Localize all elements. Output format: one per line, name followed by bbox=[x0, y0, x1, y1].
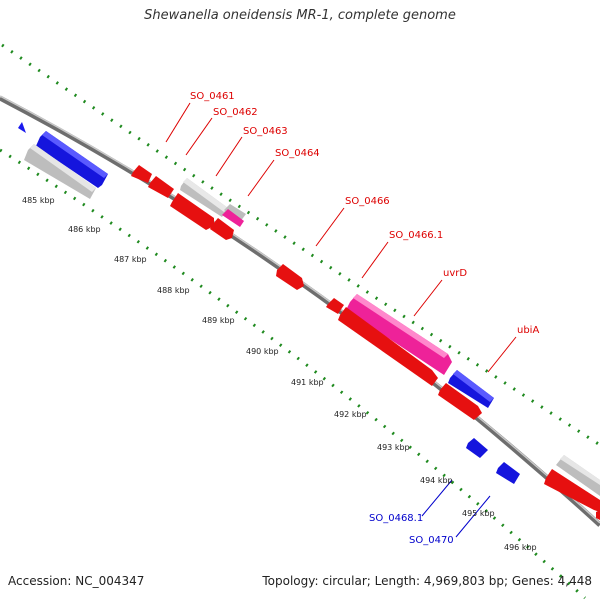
kbp-tick-label: 488 kbp bbox=[157, 286, 190, 295]
kbp-tick-label: 485 kbp bbox=[22, 196, 55, 205]
label-leaders-bottom bbox=[421, 479, 491, 538]
gene-feature-blue[interactable] bbox=[18, 122, 26, 133]
gene-label[interactable]: SO_0466.1 bbox=[389, 230, 444, 241]
kbp-tick-label: 494 kbp bbox=[420, 476, 453, 485]
gene-label[interactable]: SO_0468.1 bbox=[369, 513, 424, 524]
gene-feature-red[interactable] bbox=[210, 218, 234, 240]
kbp-tick-label: 487 kbp bbox=[114, 255, 147, 264]
gene-label[interactable]: SO_0466 bbox=[345, 196, 390, 207]
kbp-tick-label: 491 kbp bbox=[291, 378, 324, 387]
gene-label[interactable]: SO_0462 bbox=[213, 107, 258, 118]
gene-feature-pseudo[interactable] bbox=[24, 144, 96, 199]
gene-label[interactable]: SO_0463 bbox=[243, 126, 288, 137]
gene-label[interactable]: SO_0470 bbox=[409, 535, 454, 546]
gene-feature-blue[interactable] bbox=[448, 370, 494, 408]
gene-feature-red[interactable] bbox=[338, 307, 438, 386]
gene-feature-red[interactable] bbox=[170, 193, 214, 230]
kbp-tick-label: 492 kbp bbox=[334, 410, 367, 419]
label-leaders bbox=[165, 102, 517, 373]
gene-feature-rna[interactable] bbox=[346, 294, 452, 375]
gene-label[interactable]: SO_0461 bbox=[190, 91, 235, 102]
kbp-tick-label: 486 kbp bbox=[68, 225, 101, 234]
genome-summary-text: Topology: circular; Length: 4,969,803 bp… bbox=[262, 574, 592, 588]
gene-feature-rna[interactable] bbox=[222, 209, 244, 227]
kbp-tick-label: 496 kbp bbox=[504, 543, 537, 552]
gene-features bbox=[18, 122, 600, 520]
kbp-tick-label: 490 kbp bbox=[246, 347, 279, 356]
gene-label[interactable]: SO_0464 bbox=[275, 148, 320, 159]
gene-feature-blue[interactable] bbox=[496, 462, 520, 484]
gene-feature-red[interactable] bbox=[131, 165, 152, 183]
gene-feature-red[interactable] bbox=[544, 469, 600, 512]
gene-feature-red[interactable] bbox=[438, 383, 482, 420]
gene-feature-red[interactable] bbox=[596, 510, 600, 520]
gene-label[interactable]: uvrD bbox=[443, 268, 468, 279]
gene-feature-pseudo[interactable] bbox=[224, 204, 246, 222]
gene-label[interactable]: ubiA bbox=[517, 325, 540, 336]
gene-feature-blue[interactable] bbox=[466, 438, 488, 458]
genome-backbone bbox=[0, 95, 600, 527]
inner-dotted-track bbox=[0, 148, 587, 600]
kbp-tick-label: 493 kbp bbox=[377, 443, 410, 452]
map-title: Shewanella oneidensis MR-1, complete gen… bbox=[144, 8, 456, 23]
gene-feature-pseudo[interactable] bbox=[556, 455, 600, 496]
gene-feature-red[interactable] bbox=[148, 176, 174, 198]
outer-dotted-track bbox=[1, 43, 600, 447]
gene-feature-red[interactable] bbox=[326, 298, 344, 314]
accession-text: Accession: NC_004347 bbox=[8, 574, 145, 588]
gene-feature-blue[interactable] bbox=[36, 131, 108, 188]
gene-feature-red[interactable] bbox=[276, 264, 304, 290]
kbp-tick-label: 495 kbp bbox=[462, 509, 495, 518]
kbp-tick-label: 489 kbp bbox=[202, 316, 235, 325]
